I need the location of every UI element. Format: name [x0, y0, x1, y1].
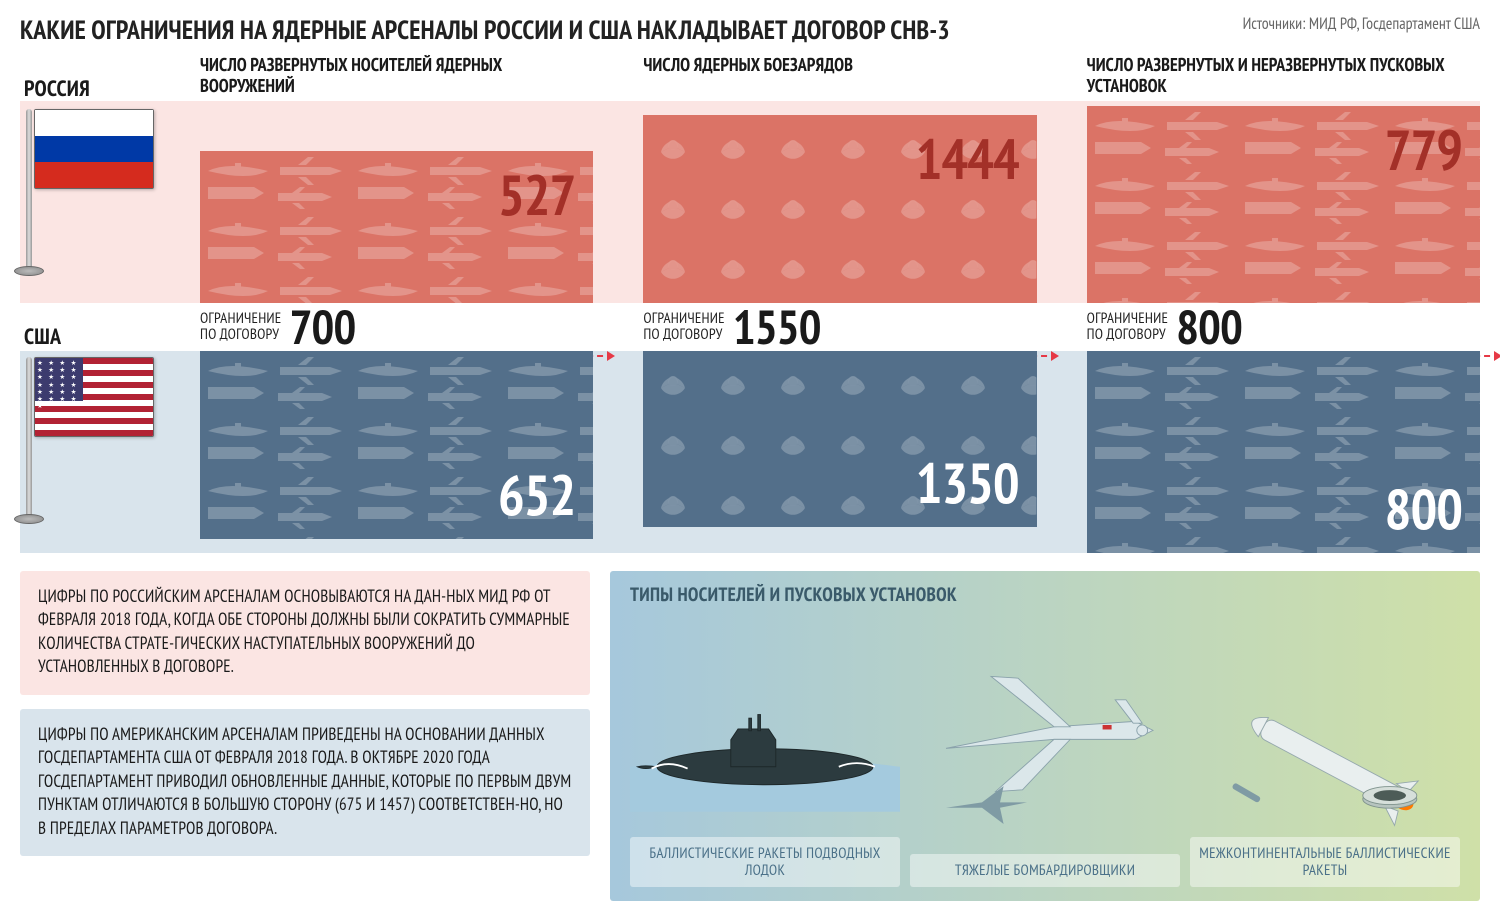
sources-text: Источники: МИД РФ, Госдепартамент США — [1243, 14, 1480, 34]
flag-column: РОССИЯ США ★ ★ ★ ★ ★ ★ ★ ★ ★ ★ ★ ★ ★ ★ ★… — [20, 75, 180, 535]
usa-bar-cell: 1350 — [623, 351, 1036, 553]
submarine-icon — [630, 615, 900, 829]
usa-flag-block: США ★ ★ ★ ★ ★ ★ ★ ★ ★ ★ ★ ★ ★ ★ ★ ★ ★ ★ … — [20, 323, 180, 527]
russia-value: 1444 — [916, 123, 1019, 195]
metric-headers: ЧИСЛО РАЗВЕРНУТЫХ НОСИТЕЛЕЙ ЯДЕРНЫХ ВООР… — [180, 53, 1480, 101]
russia-value: 779 — [1385, 114, 1462, 186]
notes-column: ЦИФРЫ ПО РОССИЙСКИМ АРСЕНАЛАМ ОСНОВЫВАЮТ… — [20, 571, 590, 901]
rows: 527 1444 779 ОГРАНИЧЕНИЕПО ДОГОВОРУ700ОГ… — [180, 101, 1480, 553]
flag-pole-ru — [26, 109, 32, 269]
russia-flag-block: РОССИЯ — [20, 75, 180, 279]
usa-label: США — [24, 323, 180, 351]
header: КАКИЕ ОГРАНИЧЕНИЯ НА ЯДЕРНЫЕ АРСЕНАЛЫ РО… — [20, 14, 1480, 47]
infographic-root: КАКИЕ ОГРАНИЧЕНИЯ НА ЯДЕРНЫЕ АРСЕНАЛЫ РО… — [0, 0, 1500, 906]
main-title: КАКИЕ ОГРАНИЧЕНИЯ НА ЯДЕРНЫЕ АРСЕНАЛЫ РО… — [20, 14, 950, 47]
russia-bar-cell: 527 — [180, 101, 593, 303]
flag-pole-base-us — [14, 514, 44, 524]
carrier-type-label: БАЛЛИСТИЧЕСКИЕ РАКЕТЫ ПОДВОДНЫХ ЛОДОК — [630, 837, 900, 888]
treaty-limit-cell: ОГРАНИЧЕНИЕПО ДОГОВОРУ700 — [180, 303, 593, 351]
treaty-limit-value: 800 — [1176, 296, 1242, 358]
note-russia: ЦИФРЫ ПО РОССИЙСКИМ АРСЕНАЛАМ ОСНОВЫВАЮТ… — [20, 571, 590, 695]
treaty-limit-label: ОГРАНИЧЕНИЕПО ДОГОВОРУ — [200, 311, 281, 343]
treaty-limit-cell: ОГРАНИЧЕНИЕПО ДОГОВОРУ1550 — [623, 303, 1036, 351]
metric-header: ЧИСЛО РАЗВЕРНУТЫХ И НЕРАЗВЕРНУТЫХ ПУСКОВ… — [1067, 53, 1480, 101]
treaty-limit-value: 700 — [289, 296, 355, 358]
treaty-limit-cell: ОГРАНИЧЕНИЕПО ДОГОВОРУ800 — [1067, 303, 1480, 351]
usa-value: 800 — [1385, 473, 1462, 545]
russia-label: РОССИЯ — [24, 75, 180, 103]
usa-bar-cell: 652 — [180, 351, 593, 553]
carrier-types-panel: ТИПЫ НОСИТЕЛЕЙ И ПУСКОВЫХ УСТАНОВОК БАЛЛ… — [610, 571, 1480, 901]
russia-value: 527 — [498, 159, 575, 231]
metric-header: ЧИСЛО ЯДЕРНЫХ БОЕЗАРЯДОВ — [623, 53, 1036, 101]
note-usa: ЦИФРЫ ПО АМЕРИКАНСКИМ АРСЕНАЛАМ ПРИВЕДЕН… — [20, 709, 590, 856]
carrier-type-label: МЕЖКОНТИНЕНТАЛЬНЫЕ БАЛЛИСТИЧЕСКИЕ РАКЕТЫ — [1190, 837, 1460, 888]
carrier-type-item: ТЯЖЕЛЫЕ БОМБАРДИРОВЩИКИ — [910, 615, 1180, 887]
treaty-limit-band: ОГРАНИЧЕНИЕПО ДОГОВОРУ700ОГРАНИЧЕНИЕПО Д… — [180, 303, 1480, 351]
russia-bars-band: 527 1444 779 — [180, 101, 1480, 303]
russia-bar-cell: 779 — [1067, 101, 1480, 303]
usa-value: 1350 — [916, 447, 1019, 519]
treaty-limit-label: ОГРАНИЧЕНИЕПО ДОГОВОРУ — [643, 311, 724, 343]
usa-bar-cell: 800 — [1067, 351, 1480, 553]
russia-bar-cell: 1444 — [623, 101, 1036, 303]
usa-value: 652 — [498, 459, 575, 531]
treaty-limit-label: ОГРАНИЧЕНИЕПО ДОГОВОРУ — [1087, 311, 1168, 343]
carrier-type-item: БАЛЛИСТИЧЕСКИЕ РАКЕТЫ ПОДВОДНЫХ ЛОДОК — [630, 615, 900, 887]
treaty-limit-value: 1550 — [733, 296, 821, 358]
metrics-grid: ЧИСЛО РАЗВЕРНУТЫХ НОСИТЕЛЕЙ ЯДЕРНЫХ ВООР… — [180, 53, 1480, 553]
flag-pole-us — [26, 357, 32, 517]
russia-flag-icon — [34, 109, 154, 189]
carrier-type-label: ТЯЖЕЛЫЕ БОМБАРДИРОВЩИКИ — [910, 854, 1180, 887]
bomber-icon — [910, 615, 1180, 846]
usa-bars-band: 652 1350 800 — [180, 351, 1480, 553]
usa-flag-icon: ★ ★ ★ ★ ★ ★ ★ ★ ★ ★ ★ ★ ★ ★ ★ ★ ★ ★ ★ ★ … — [34, 357, 154, 437]
flag-pole-base-ru — [14, 266, 44, 276]
metric-header: ЧИСЛО РАЗВЕРНУТЫХ НОСИТЕЛЕЙ ЯДЕРНЫХ ВООР… — [180, 53, 593, 101]
bottom-section: ЦИФРЫ ПО РОССИЙСКИМ АРСЕНАЛАМ ОСНОВЫВАЮТ… — [20, 571, 1480, 901]
carrier-types-title: ТИПЫ НОСИТЕЛЕЙ И ПУСКОВЫХ УСТАНОВОК — [630, 583, 1460, 607]
carrier-type-item: МЕЖКОНТИНЕНТАЛЬНЫЕ БАЛЛИСТИЧЕСКИЕ РАКЕТЫ — [1190, 615, 1460, 887]
icbm-icon — [1190, 615, 1460, 829]
carrier-types-row: БАЛЛИСТИЧЕСКИЕ РАКЕТЫ ПОДВОДНЫХ ЛОДОК ТЯ… — [630, 615, 1460, 887]
chart-area: ЧИСЛО РАЗВЕРНУТЫХ НОСИТЕЛЕЙ ЯДЕРНЫХ ВООР… — [20, 53, 1480, 553]
